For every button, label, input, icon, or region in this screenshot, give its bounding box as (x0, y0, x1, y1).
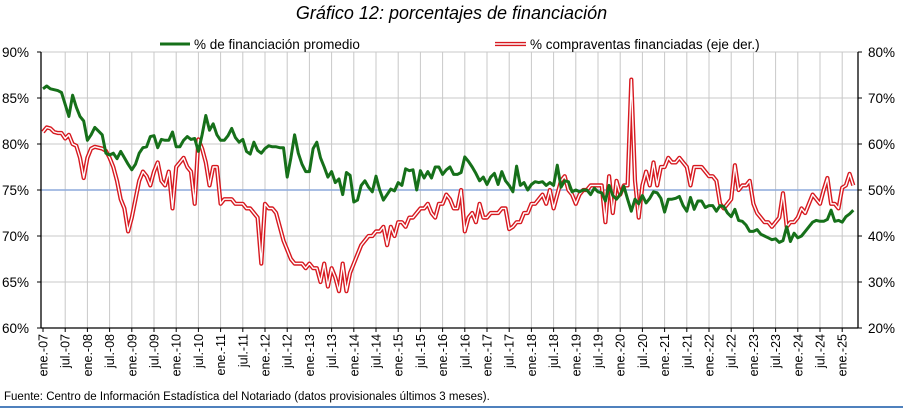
x-axis-tick-label: jul.-18 (547, 334, 561, 369)
left-axis-tick-label: 75% (2, 183, 29, 198)
x-axis-tick-label: ene.-10 (170, 334, 184, 376)
right-axis-tick-label: 60% (868, 137, 895, 152)
x-axis-tick-label: jul.-16 (458, 334, 472, 369)
left-axis-tick-label: 60% (2, 321, 29, 336)
x-axis-tick-label: jul.-21 (680, 334, 694, 369)
x-axis-tick-label: ene.-14 (347, 334, 361, 376)
x-axis-tick-label: ene.-09 (125, 334, 139, 376)
x-axis-tick-label: ene.-23 (747, 334, 761, 376)
x-axis-tick-label: ene.-22 (703, 334, 717, 376)
x-axis-tick-label: ene.-12 (259, 334, 273, 376)
legend-label-financiacion-promedio: % de financiación promedio (194, 37, 360, 52)
x-axis-tick-label: jul.-22 (725, 334, 739, 369)
x-axis-tick-label: ene.-20 (614, 334, 628, 376)
x-axis-tick-label: jul.-19 (592, 334, 606, 369)
x-axis-tick-label: jul.-20 (636, 334, 650, 369)
x-axis-tick-label: ene.-19 (569, 334, 583, 376)
right-axis-tick-label: 70% (868, 91, 895, 106)
bottom-rule (0, 406, 903, 408)
series-line-financiacion-promedio (42, 84, 855, 244)
x-axis-tick-label: ene.-11 (214, 334, 228, 376)
x-axis-tick-label: jul.-24 (814, 334, 828, 369)
x-axis-tick-label: jul.-14 (370, 334, 384, 369)
right-axis-tick-label: 30% (868, 275, 895, 290)
left-axis-tick-label: 70% (2, 229, 29, 244)
x-axis-tick-label: ene.-18 (525, 334, 539, 376)
x-axis-tick-label: ene.-13 (303, 334, 317, 376)
x-axis-tick-label: jul.-23 (769, 334, 783, 369)
x-axis-tick-label: jul.-13 (325, 334, 339, 369)
right-axis-tick-label: 50% (868, 183, 895, 198)
source-note: Fuente: Centro de Información Estadístic… (4, 391, 490, 403)
x-axis-tick-label: ene.-24 (791, 334, 805, 376)
x-axis-tick-label: jul.-12 (281, 334, 295, 369)
x-axis-tick-label: ene.-08 (81, 334, 95, 376)
x-axis-tick-label: jul.-11 (236, 334, 250, 368)
x-axis-tick-label: jul.-17 (503, 334, 517, 369)
x-axis-tick-label: ene.-15 (392, 334, 406, 376)
left-axis-tick-label: 65% (2, 275, 29, 290)
x-axis-tick-label: jul.-10 (192, 334, 206, 369)
chart-title: Gráfico 12: porcentajes de financiación (295, 3, 608, 23)
series-line-compraventas-financiadas-inner (42, 78, 854, 292)
right-axis-tick-label: 20% (868, 321, 895, 336)
x-axis-tick-label: jul.-09 (148, 334, 162, 369)
x-axis-tick-label: jul.-15 (414, 334, 428, 369)
x-axis-tick-label: jul.-07 (59, 334, 73, 369)
x-axis-tick-label: ene.-07 (37, 334, 51, 376)
legend-label-compraventas-financiadas: % compraventas financiadas (eje der.) (530, 37, 760, 52)
x-axis-tick-label: ene.-21 (658, 334, 672, 376)
right-axis-tick-label: 40% (868, 229, 895, 244)
x-axis-tick-label: jul.-08 (103, 334, 117, 369)
left-axis-tick-label: 85% (2, 91, 29, 106)
x-axis-tick-label: ene.-16 (436, 334, 450, 376)
left-axis-tick-label: 90% (2, 45, 29, 60)
right-axis-tick-label: 80% (868, 45, 895, 60)
left-axis-tick-label: 80% (2, 137, 29, 152)
x-axis-tick-label: ene.-17 (481, 334, 495, 376)
x-axis-tick-label: ene.-25 (836, 334, 850, 376)
